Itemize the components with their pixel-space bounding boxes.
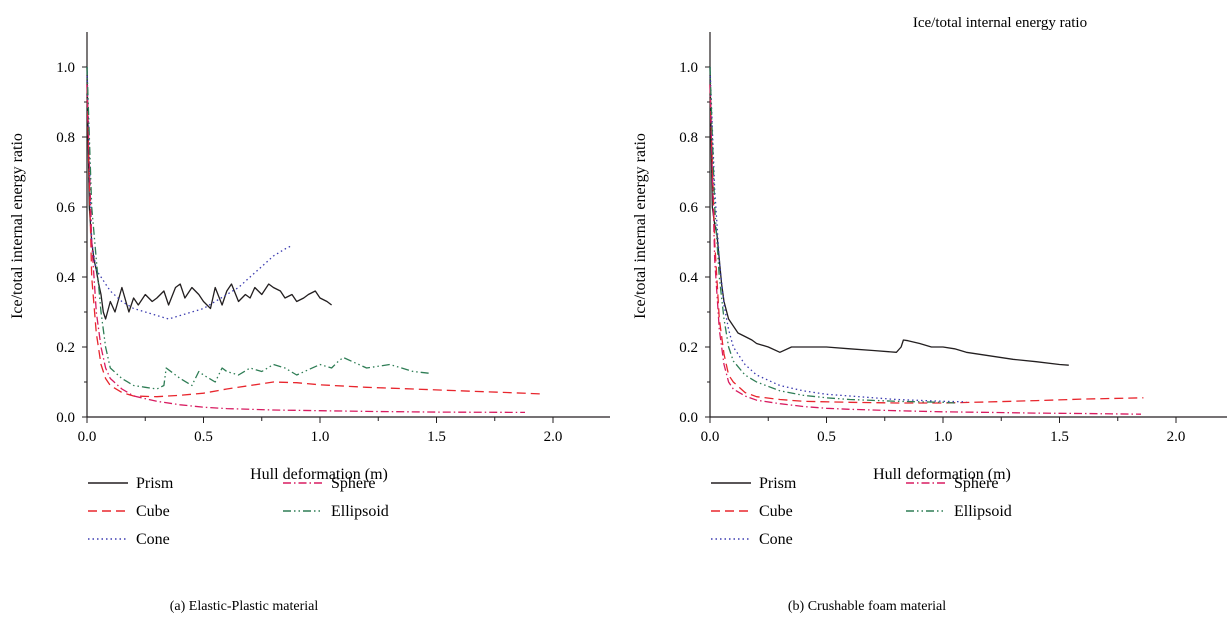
series-line-prism: [86, 66, 332, 320]
series-line-ellipsoid: [709, 66, 955, 404]
y-tick-label: 0.2: [679, 340, 698, 356]
legend-label-sphere: Sphere: [331, 475, 375, 492]
y-tick-label: 1.0: [56, 60, 75, 76]
panel-caption: (a) Elastic-Plastic material: [170, 599, 319, 614]
legend-label-prism: Prism: [759, 475, 797, 492]
legend-label-cone: Cone: [136, 531, 170, 548]
legend-label-ellipsoid: Ellipsoid: [954, 503, 1012, 520]
y-axis-label: Ice/total internal energy ratio: [632, 133, 649, 319]
x-tick-label: 0.0: [701, 429, 720, 445]
series-line-sphere: [709, 84, 1142, 415]
y-tick-label: 0.6: [679, 200, 698, 216]
y-tick-label: 0.8: [679, 130, 698, 146]
y-tick-label: 0.0: [679, 410, 698, 426]
legend-label-sphere: Sphere: [954, 475, 998, 492]
chart-panel-b: 0.0 0.2 0.4 0.6 0.8 1.0 0.0 0.5 1.0 1.5 2.0 Hull de…: [632, 32, 1227, 614]
legend-label-cube: Cube: [136, 503, 170, 520]
x-tick-label: 2.0: [544, 429, 563, 445]
chart-panel-a: 0.0 0.2 0.4 0.6 0.8 1.0 0.0 0.5 1.0 1.5 2.0 Hull de…: [9, 32, 610, 614]
panel-caption: (b) Crushable foam material: [788, 599, 946, 614]
y-tick-label: 0.8: [56, 130, 75, 146]
y-tick-label: 0.6: [56, 200, 75, 216]
y-tick-label: 0.4: [679, 270, 698, 286]
x-tick-label: 1.5: [1050, 429, 1069, 445]
y-tick-label: 0.2: [56, 340, 75, 356]
x-tick-label: 1.0: [934, 429, 953, 445]
x-tick-label: 1.5: [427, 429, 446, 445]
legend-label-ellipsoid: Ellipsoid: [331, 503, 389, 520]
x-axis-label: Hull deformation (m): [873, 466, 1011, 483]
series-line-cone: [86, 66, 293, 320]
series-line-cube: [709, 84, 1144, 404]
x-tick-label: 0.0: [78, 429, 97, 445]
figure-top-title: Ice/total internal energy ratio: [913, 15, 1087, 31]
series-line-cone: [709, 66, 967, 403]
x-tick-label: 1.0: [311, 429, 330, 445]
x-tick-label: 0.5: [817, 429, 836, 445]
x-tick-label: 0.5: [194, 429, 213, 445]
series-line-ellipsoid: [86, 66, 430, 390]
legend-label-cone: Cone: [759, 531, 793, 548]
legend-label-cube: Cube: [759, 503, 793, 520]
x-axis-label: Hull deformation (m): [250, 466, 388, 483]
y-axis-label: Ice/total internal energy ratio: [9, 133, 26, 319]
series-line-prism: [709, 66, 1069, 366]
legend-label-prism: Prism: [136, 475, 174, 492]
x-tick-label: 2.0: [1167, 429, 1186, 445]
y-tick-label: 1.0: [679, 60, 698, 76]
series-line-sphere: [86, 84, 526, 414]
y-tick-label: 0.0: [56, 410, 75, 426]
series-line-cube: [86, 84, 542, 398]
y-tick-label: 0.4: [56, 270, 75, 286]
